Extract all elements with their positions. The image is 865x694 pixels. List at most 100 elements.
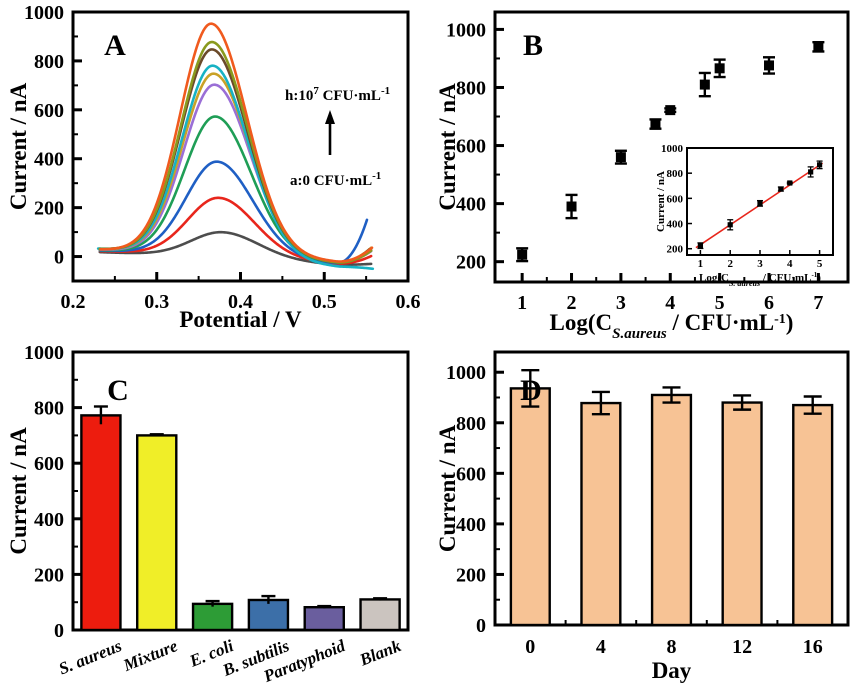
inset-linear-range: 1 2 3 4 5 200 400 600 800 1000 Log(CS. aureus / CF… (655, 143, 834, 288)
y-axis-title: Current / nA (6, 82, 31, 210)
inset-data-point (697, 243, 704, 249)
y-tick-label: 0 (54, 247, 64, 269)
x-tick-label: 4 (665, 292, 675, 314)
y-tick-label: 1000 (446, 362, 486, 384)
x-tick-label: 16 (803, 636, 823, 658)
panel-a: 0.2 0.3 0.4 0.5 0.6 0 200 400 600 800 1000 Potentia… (0, 0, 440, 340)
data-point (650, 119, 661, 130)
bar (792, 403, 834, 627)
x-axis-title: Potential / V (179, 307, 302, 332)
x-tick-label: 6 (764, 292, 774, 314)
data-point (714, 63, 725, 74)
y-tick-label: 400 (456, 194, 486, 216)
y-tick-label: 200 (456, 252, 486, 274)
panel-b: 1 2 3 4 5 6 7 200 400 600 800 1000 Log(CS.aureus / C… (433, 0, 865, 340)
inset-data-point (816, 162, 823, 168)
y-tick-label: 800 (456, 77, 486, 99)
category-label: S. aureus (56, 636, 125, 679)
bar (650, 393, 693, 627)
bar (303, 606, 345, 632)
panel-d-chart: 0 200 400 600 800 1000 0 4 8 12 16 Day Current / nA D (435, 350, 850, 683)
data-point (517, 249, 528, 260)
x-tick-label: 4 (596, 636, 606, 658)
y-tick-label: 600 (34, 453, 64, 475)
data-point (813, 41, 824, 52)
bar (359, 598, 401, 632)
y-tick-label: 400 (456, 514, 486, 536)
y-tick-label: 0 (476, 615, 486, 637)
bars (509, 369, 834, 627)
panel-c: 0 200 400 600 800 1000 S. aureus Mixture E. coli… (0, 340, 440, 694)
bar (191, 602, 234, 632)
y-axis-title: Current / nA (6, 427, 31, 555)
panel-a-chart: 0.2 0.3 0.4 0.5 0.6 0 200 400 600 800 1000 Potentia… (6, 2, 421, 332)
x-tick-label: 0.4 (228, 291, 253, 313)
inset-x-tick-label: 4 (787, 258, 793, 270)
x-tick-label: 2 (567, 292, 577, 314)
curve-g1 (96, 64, 375, 271)
y-tick-label: 800 (34, 398, 64, 420)
y-axis-title: Current / nA (435, 83, 460, 211)
panel-letter: B (523, 29, 543, 62)
inset-data-point (778, 186, 784, 192)
y-tick-label: 600 (456, 463, 486, 485)
y-tick-label: 800 (34, 51, 64, 73)
inset-data-point (787, 180, 793, 186)
y-tick-label: 200 (34, 564, 64, 586)
axes: 0 200 400 600 800 1000 (24, 342, 382, 642)
inset-x-tick-label: 1 (698, 258, 704, 270)
inset-x-axis-title: Log(CS. aureus / CFU·mL-1) (699, 271, 821, 288)
data-point (615, 152, 626, 163)
bar (247, 598, 290, 632)
y-tick-label: 400 (34, 149, 64, 171)
y-tick-label: 800 (456, 413, 486, 435)
panel-letter: A (104, 29, 126, 62)
annotation-low-conc: a:0 CFU·mL-1 (290, 170, 381, 189)
panel-d: 0 200 400 600 800 1000 0 4 8 12 16 Day Current / nA D (433, 340, 865, 694)
data-point (764, 60, 775, 71)
category-label: Mixture (120, 636, 181, 675)
inset-x-tick-label: 2 (727, 258, 733, 270)
y-axis-title: Current / nA (435, 424, 460, 552)
category-label: Blank (356, 636, 404, 670)
x-tick-label: 0.6 (396, 291, 421, 313)
panel-letter: D (520, 374, 542, 407)
x-tick-label: 5 (715, 292, 725, 314)
inset-x-tick-label: 3 (757, 258, 763, 270)
bars (80, 405, 401, 632)
data-points (516, 40, 825, 263)
x-tick-label: 0.3 (144, 291, 169, 313)
inset-y-axis-title: Current / nA (655, 171, 667, 232)
y-tick-label: 1000 (24, 342, 64, 364)
y-tick-label: 400 (34, 509, 64, 531)
x-axis-title: Log(CS.aureus / CFU·mL-1) (550, 310, 794, 340)
curve-h (99, 22, 374, 263)
x-axis-title: Day (652, 658, 692, 683)
x-tick-label: 0.5 (312, 291, 337, 313)
inset-y-tick-label: 1000 (661, 143, 684, 155)
y-tick-label: 200 (456, 564, 486, 586)
bar (580, 401, 622, 627)
x-tick-label: 1 (517, 292, 527, 314)
x-tick-label: 3 (616, 292, 626, 314)
y-tick-label: 600 (456, 136, 486, 158)
inset-y-tick-label: 800 (667, 168, 684, 180)
inset-data-point (727, 222, 733, 228)
inset-y-tick-label: 200 (667, 244, 684, 256)
inset-data-point (757, 200, 763, 206)
bar (509, 387, 551, 627)
data-point (699, 79, 710, 90)
annotation-high-conc: h:107 CFU·mL-1 (285, 85, 390, 104)
inset-data-point (808, 169, 814, 175)
data-point (566, 201, 577, 212)
inset-y-tick-label: 400 (667, 219, 684, 231)
x-tick-label: 7 (813, 292, 823, 314)
x-tick-label: 8 (667, 636, 677, 658)
axes: 0.2 0.3 0.4 0.5 0.6 0 200 400 600 800 1000 (24, 2, 421, 313)
trend-arrow-icon (325, 110, 335, 155)
y-tick-label: 1000 (24, 2, 64, 24)
panel-letter: C (107, 374, 129, 407)
x-tick-label: 12 (732, 636, 752, 658)
